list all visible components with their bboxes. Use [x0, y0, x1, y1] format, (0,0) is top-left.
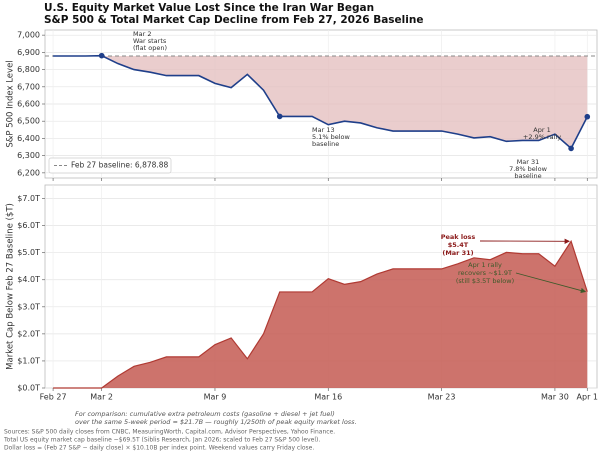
- annotation: baseline: [514, 172, 541, 180]
- y-tick-label: $5.0T: [17, 248, 40, 257]
- annotation: (flat open): [133, 44, 167, 52]
- x-tick-label: Feb 27: [40, 393, 67, 402]
- y-tick-label: 6,700: [17, 82, 40, 91]
- x-tick-label: Apr 1: [577, 393, 598, 402]
- y-tick-label: $2.0T: [17, 329, 40, 338]
- y-tick-label: $1.0T: [17, 356, 40, 365]
- y-axis-label: Market Cap Below Feb 27 Baseline ($T): [6, 203, 16, 370]
- annotation: Mar 31: [517, 158, 540, 166]
- annotation: 7.8% below: [509, 165, 547, 173]
- annotation: $5.4T: [448, 241, 469, 249]
- annotation: Apr 1: [533, 126, 550, 134]
- index-line: [53, 54, 588, 150]
- legend-box: [48, 157, 172, 174]
- x-tick-label: Mar 9: [204, 393, 227, 402]
- annotation: Mar 13: [312, 126, 335, 134]
- y-tick-label: $4.0T: [17, 275, 40, 284]
- y-tick-label: 6,800: [17, 65, 40, 74]
- y-tick-label: 6,600: [17, 100, 40, 109]
- annotation: 5.1% below: [312, 133, 350, 141]
- highlight-point: [98, 52, 105, 59]
- y-tick-label: $7.0T: [17, 194, 40, 203]
- annotation: (Mar 31): [442, 249, 473, 257]
- sources: Total US equity market cap baseline ~$69…: [3, 437, 320, 444]
- y-tick-label: $0.0T: [17, 384, 40, 393]
- sources: Sources: S&P 500 daily closes from CNBC,…: [4, 429, 335, 436]
- footnote: For comparison: cumulative extra petrole…: [75, 410, 335, 418]
- highlight-point: [584, 113, 591, 120]
- footnote: over the same 5-week period ≈ $21.7B — r…: [75, 418, 357, 426]
- y-axis-label: S&P 500 Index Level: [6, 60, 16, 147]
- y-tick-label: $6.0T: [17, 221, 40, 230]
- annotation: (still $3.5T below): [456, 277, 514, 285]
- x-tick-label: Mar 16: [314, 393, 342, 402]
- annotation: +2.9% rally: [523, 133, 561, 141]
- x-tick-label: Mar 2: [90, 393, 113, 402]
- highlight-point: [568, 145, 574, 152]
- sources: Dollar loss = (Feb 27 S&P − daily close)…: [4, 445, 314, 452]
- loss-area: [53, 241, 588, 388]
- y-tick-label: 6,900: [17, 48, 40, 57]
- annotation: Apr 1 rally: [468, 261, 502, 269]
- loss-area: [53, 55, 588, 149]
- y-tick-label: $3.0T: [17, 302, 40, 311]
- annotation: Mar 2: [133, 30, 151, 38]
- y-tick-label: 6,500: [17, 117, 40, 126]
- annotation-arrow: [515, 272, 587, 294]
- y-tick-label: 7,000: [17, 31, 40, 40]
- x-tick-label: Mar 23: [428, 393, 456, 402]
- title-line: U.S. Equity Market Value Lost Since the …: [44, 2, 374, 14]
- y-tick-label: 6,300: [17, 151, 40, 160]
- y-tick-label: 6,200: [17, 168, 40, 177]
- loss-edge: [53, 239, 588, 389]
- title-line: S&P 500 & Total Market Cap Decline from …: [44, 14, 423, 26]
- x-tick-label: Mar 30: [541, 393, 569, 402]
- highlight-point: [276, 113, 283, 120]
- annotation: baseline: [312, 140, 339, 148]
- annotation: War starts: [133, 37, 167, 45]
- annotation: recovers ~$1.9T: [458, 269, 512, 277]
- y-tick-label: 6,400: [17, 134, 40, 143]
- annotation: Peak loss: [441, 233, 476, 241]
- legend-label: Feb 27 baseline: 6,878.88: [71, 161, 169, 170]
